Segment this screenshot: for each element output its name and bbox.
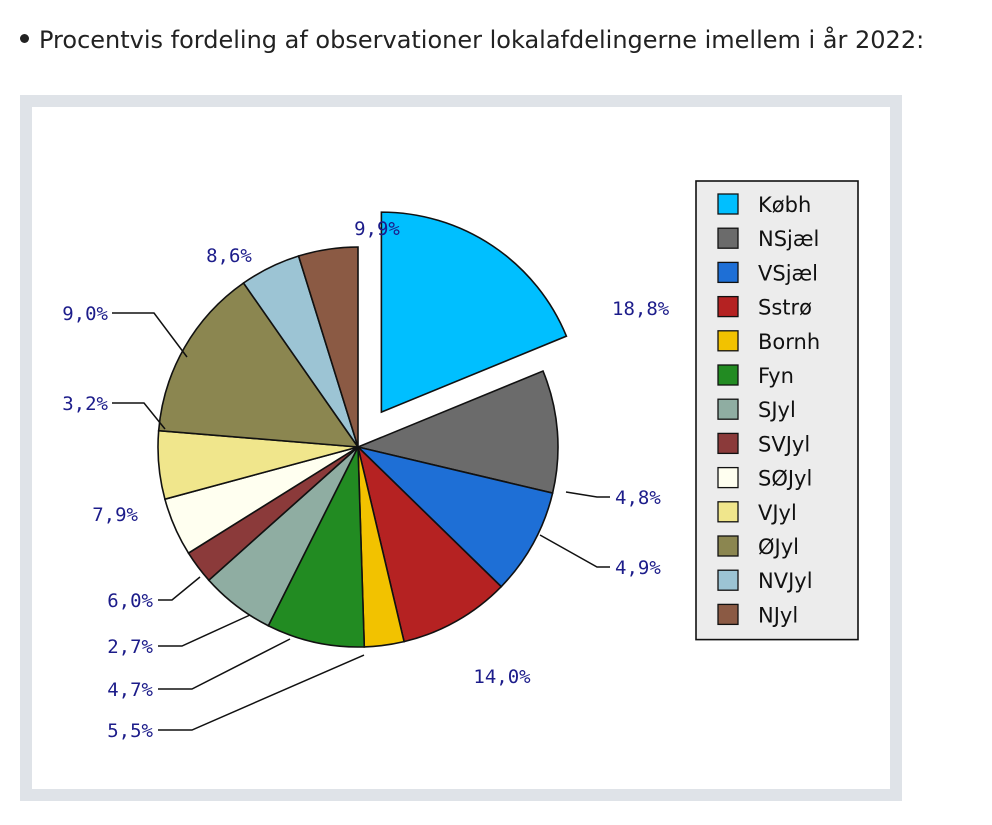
- leader-line-sjyl: [158, 576, 201, 601]
- chart-panel: 18,8% 9,9% 8,6% 9,0% 3,2% 7,9% 6,0% 2,7% 4,7% 5,5…: [32, 107, 890, 789]
- legend-label-njyl: NJyl: [758, 603, 798, 627]
- pie-slice-vsjael: [355, 445, 554, 588]
- slice-label-sjyl: 6,0%: [107, 590, 153, 612]
- legend-swatch-nvjyl: [717, 569, 739, 591]
- pie-slice-sstro: [356, 444, 503, 643]
- legend-label-fyn: Fyn: [758, 364, 794, 388]
- slice-labels: 18,8% 9,9% 8,6% 9,0% 3,2% 7,9% 6,0% 2,7% 4,7% 5,5…: [62, 218, 670, 742]
- legend-label-vjyl: VJyl: [758, 501, 797, 525]
- chart-frame: 18,8% 9,9% 8,6% 9,0% 3,2% 7,9% 6,0% 2,7% 4,7% 5,5…: [20, 95, 902, 801]
- pie-slice-ojyl: [157, 281, 360, 448]
- legend-label-nvjyl: NVJyl: [758, 569, 813, 593]
- legend-swatch-nsjael: [717, 227, 739, 249]
- legend-label-vsjael: VSjæl: [758, 261, 818, 285]
- legend-label-bornh: Bornh: [758, 330, 820, 354]
- legend-swatch-fyn: [717, 364, 739, 386]
- leader-line-njyl: [565, 491, 610, 498]
- legend-label-sstro: Sstrø: [758, 296, 812, 320]
- slice-label-ojyl: 14,0%: [473, 666, 531, 688]
- leader-lines: [112, 312, 610, 731]
- legend-swatch-bornh: [717, 330, 739, 352]
- slice-label-sojyl: 4,7%: [107, 679, 153, 701]
- pie-slice-fyn: [267, 446, 366, 648]
- legend-swatch-sojyl: [717, 466, 739, 489]
- legend-swatch-sjyl: [717, 398, 739, 420]
- pie-slices: [157, 211, 568, 648]
- slice-label-nvjyl: 4,9%: [615, 557, 661, 579]
- leader-line-svjyl: [158, 614, 251, 647]
- pie-slice-nsjael: [355, 370, 559, 495]
- slice-label-njyl: 4,8%: [615, 487, 661, 509]
- leader-line-sstro: [112, 312, 188, 358]
- leader-line-sojyl: [158, 638, 291, 690]
- heading-text: Procentvis fordeling af observationer lo…: [39, 26, 925, 54]
- pie-slice-kobh: [380, 211, 568, 414]
- slice-label-nsjael: 9,9%: [354, 218, 400, 240]
- legend-label-kobh: Købh: [758, 193, 811, 217]
- legend: Købh NSjæl VSjæl Sstrø Bornh Fyn SJyl SVJyl SØJy…: [695, 180, 859, 641]
- slice-label-kobh: 18,8%: [612, 298, 670, 320]
- legend-label-ojyl: ØJyl: [758, 535, 799, 559]
- legend-label-sjyl: SJyl: [758, 398, 796, 422]
- page-heading: Procentvis fordeling af observationer lo…: [20, 26, 924, 54]
- slice-label-vsjael: 8,6%: [206, 245, 252, 267]
- pie-slice-njyl: [297, 246, 359, 448]
- leader-line-bornh: [112, 402, 166, 430]
- slice-label-bornh: 3,2%: [62, 393, 108, 415]
- bullet-icon: [20, 33, 29, 43]
- legend-label-sojyl: SØJyl: [758, 467, 812, 491]
- legend-swatch-svjyl: [717, 432, 739, 455]
- legend-swatch-vjyl: [717, 501, 739, 523]
- legend-swatch-njyl: [717, 603, 739, 626]
- leader-line-vjyl: [158, 654, 365, 731]
- legend-label-svjyl: SVJyl: [758, 432, 810, 456]
- legend-swatch-ojyl: [717, 535, 739, 557]
- slice-label-svjyl: 2,7%: [107, 636, 153, 658]
- legend-swatch-sstro: [717, 295, 739, 318]
- slice-label-sstro: 9,0%: [62, 303, 108, 325]
- pie-chart: 18,8% 9,9% 8,6% 9,0% 3,2% 7,9% 6,0% 2,7% 4,7% 5,5…: [62, 180, 859, 742]
- legend-swatch-vsjael: [717, 261, 739, 284]
- slice-label-vjyl: 5,5%: [107, 720, 153, 742]
- slice-label-fyn: 7,9%: [92, 504, 138, 526]
- leader-line-nvjyl: [539, 534, 610, 568]
- legend-label-nsjael: NSjæl: [758, 227, 819, 251]
- legend-swatch-kobh: [717, 193, 739, 215]
